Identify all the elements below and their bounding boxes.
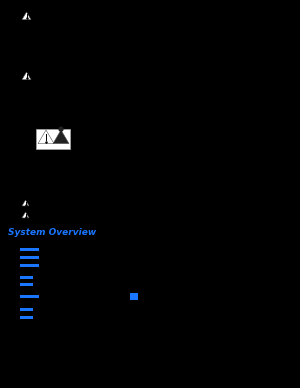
FancyBboxPatch shape [20, 308, 33, 311]
Polygon shape [22, 212, 29, 218]
Polygon shape [38, 130, 54, 144]
Circle shape [59, 127, 63, 131]
FancyBboxPatch shape [130, 293, 138, 300]
Polygon shape [53, 130, 69, 144]
FancyBboxPatch shape [20, 316, 33, 319]
FancyBboxPatch shape [20, 248, 39, 251]
FancyBboxPatch shape [20, 295, 39, 298]
FancyBboxPatch shape [20, 283, 33, 286]
Polygon shape [22, 12, 31, 20]
FancyBboxPatch shape [36, 129, 70, 149]
Polygon shape [22, 200, 29, 206]
FancyBboxPatch shape [20, 276, 33, 279]
Text: System Overview: System Overview [8, 228, 96, 237]
Polygon shape [22, 72, 31, 80]
FancyBboxPatch shape [20, 256, 39, 259]
FancyBboxPatch shape [20, 264, 39, 267]
